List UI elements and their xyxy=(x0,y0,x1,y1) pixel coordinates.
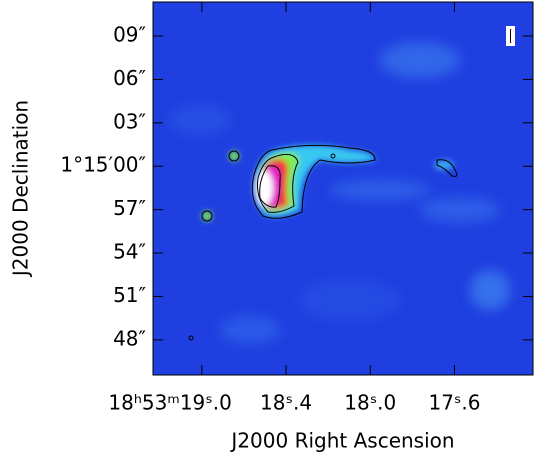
x-tick-label: 18ˢ.4 xyxy=(260,391,312,415)
x-axis-label: J2000 Right Ascension xyxy=(229,429,454,453)
y-tick-label: 51″ xyxy=(113,283,146,307)
map xyxy=(152,1,534,376)
x-tick-label: 17ˢ.6 xyxy=(428,391,480,415)
x-tick-label: 18ʰ53ᵐ19ˢ.0 xyxy=(108,391,231,415)
y-tick-label: 03″ xyxy=(113,109,146,133)
y-tick-label: 54″ xyxy=(113,240,146,264)
y-axis-label: J2000 Declination xyxy=(9,100,33,278)
y-tick-label: 1°15′00″ xyxy=(60,153,146,177)
y-tick-label: 09″ xyxy=(113,23,146,47)
noise xyxy=(170,42,510,344)
contours xyxy=(188,144,458,341)
y-tick-label: 57″ xyxy=(113,196,146,220)
y-tick-label: 48″ xyxy=(113,326,146,350)
x-tick-label: 18ˢ.0 xyxy=(344,391,396,415)
source xyxy=(202,145,454,221)
frame xyxy=(152,1,534,376)
y-tick-label: 06″ xyxy=(113,66,146,90)
